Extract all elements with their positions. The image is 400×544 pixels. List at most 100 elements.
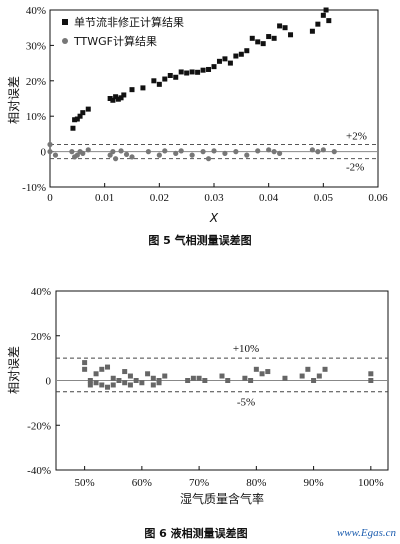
chart1-point-uncorrected bbox=[277, 23, 283, 29]
chart1-y-tick-label: 0 bbox=[41, 147, 47, 159]
chart2-point bbox=[265, 369, 271, 375]
chart2-point bbox=[219, 373, 225, 379]
chart1-point-uncorrected bbox=[195, 69, 201, 75]
chart2-point bbox=[127, 382, 133, 388]
chart2-point bbox=[311, 378, 317, 383]
chart1-point-ttwgf bbox=[205, 156, 212, 162]
chart1-point-uncorrected bbox=[255, 39, 261, 45]
chart2-x-tick-label: 50% bbox=[75, 477, 95, 489]
chart1-point-ttwgf bbox=[69, 149, 75, 155]
chart1-point-uncorrected bbox=[271, 35, 277, 41]
chart1-caption: 图 5 气相测量误差图 bbox=[148, 233, 251, 247]
chart2-tolerance-label: +10% bbox=[233, 343, 259, 355]
chart1-point-ttwgf bbox=[244, 152, 250, 158]
chart1-x-tick-label: 0.05 bbox=[314, 192, 334, 204]
chart2-y-tick-label: -20% bbox=[27, 420, 51, 432]
chart1-point-ttwgf bbox=[233, 149, 239, 155]
chart1-point-uncorrected bbox=[260, 41, 266, 47]
chart1-tolerance-label: +2% bbox=[346, 131, 367, 143]
chart2-x-tick-label: 80% bbox=[246, 477, 266, 489]
chart1-legend-label: TTWGF计算结果 bbox=[73, 34, 157, 48]
chart2-point bbox=[162, 373, 168, 379]
chart1-point-ttwgf bbox=[222, 150, 228, 156]
chart1-legend-label: 单节流非修正计算结果 bbox=[74, 15, 184, 29]
chart1-point-ttwgf bbox=[331, 149, 337, 155]
chart2-point bbox=[82, 366, 88, 372]
chart1-point-uncorrected bbox=[107, 96, 113, 101]
chart2-point bbox=[139, 380, 145, 386]
chart1-point-ttwgf bbox=[162, 148, 168, 154]
chart2-tolerance-label: -5% bbox=[237, 397, 255, 409]
chart2-point bbox=[93, 371, 99, 377]
chart1-point-uncorrected bbox=[156, 81, 162, 87]
chart2-x-axis-title: 湿气质量含气率 bbox=[180, 491, 264, 506]
chart1-point-uncorrected bbox=[222, 56, 228, 62]
chart1-x-tick-label: 0.04 bbox=[259, 192, 279, 204]
chart1-point-uncorrected bbox=[233, 53, 239, 59]
chart1-point-ttwgf bbox=[271, 149, 277, 155]
chart2-point bbox=[368, 378, 374, 383]
chart2-point bbox=[242, 375, 248, 381]
chart2-point bbox=[282, 375, 288, 381]
chart2-point bbox=[122, 369, 128, 375]
chart2-point bbox=[105, 384, 111, 390]
chart1-point-uncorrected bbox=[211, 64, 217, 70]
chart1-point-uncorrected bbox=[72, 117, 78, 123]
chart1-point-ttwgf bbox=[52, 152, 59, 158]
chart2-point bbox=[196, 375, 202, 381]
chart1-x-tick-label: 0.03 bbox=[204, 192, 224, 204]
chart2-point bbox=[150, 382, 156, 388]
chart1-point-ttwgf bbox=[107, 152, 113, 158]
chart1-point-uncorrected bbox=[266, 34, 272, 40]
chart1-y-axis-title: 相对误差 bbox=[7, 76, 21, 124]
chart2-y-tick-label: -40% bbox=[27, 465, 51, 477]
chart1-point-uncorrected bbox=[200, 67, 206, 73]
chart1-point-ttwgf bbox=[277, 150, 283, 156]
chart1-point-ttwgf bbox=[47, 149, 53, 155]
chart1-point-uncorrected bbox=[121, 92, 127, 98]
chart1-point-uncorrected bbox=[309, 28, 315, 34]
chart2-point bbox=[82, 360, 88, 366]
chart2-point bbox=[99, 382, 105, 388]
chart1-point-uncorrected bbox=[326, 18, 332, 24]
chart2-y-tick-label: 40% bbox=[31, 286, 51, 298]
chart1-point-uncorrected bbox=[118, 95, 124, 101]
chart1-point-uncorrected bbox=[315, 21, 321, 27]
chart1-point-uncorrected bbox=[85, 106, 91, 112]
chart2-x-tick-label: 60% bbox=[132, 477, 152, 489]
chart1-point-uncorrected bbox=[74, 116, 80, 122]
chart2-point bbox=[93, 380, 99, 386]
chart2-point bbox=[253, 366, 259, 372]
chart2-point bbox=[368, 371, 374, 377]
chart1-point-uncorrected bbox=[227, 60, 233, 66]
chart1-point-uncorrected bbox=[216, 58, 222, 64]
chart1-x-axis-title: X bbox=[209, 211, 219, 225]
chart1-point-uncorrected bbox=[244, 48, 250, 54]
chart1-y-tick-label: 20% bbox=[26, 76, 46, 88]
chart1-point-ttwgf bbox=[320, 147, 326, 153]
chart1-x-tick-label: 0.02 bbox=[150, 192, 169, 204]
chart2-point bbox=[105, 364, 111, 370]
chart2-x-tick-label: 70% bbox=[189, 477, 209, 489]
chart2-y-axis-title: 相对误差 bbox=[7, 346, 21, 394]
chart2-x-tick-label: 90% bbox=[304, 477, 324, 489]
chart1-tolerance-label: -2% bbox=[346, 162, 364, 174]
chart1-point-ttwgf bbox=[255, 148, 261, 154]
chart1-point-ttwgf bbox=[85, 147, 91, 153]
chart1-point-uncorrected bbox=[178, 69, 184, 75]
chart2-point bbox=[248, 378, 254, 383]
chart1-point-ttwgf bbox=[47, 141, 53, 148]
chart1-point-uncorrected bbox=[77, 113, 83, 119]
watermark: www.Egas.cn bbox=[337, 527, 397, 539]
chart1-point-uncorrected bbox=[282, 25, 288, 31]
chart1-point-uncorrected bbox=[249, 35, 255, 41]
chart1-point-uncorrected bbox=[113, 94, 119, 100]
chart2-point bbox=[145, 371, 151, 377]
chart2-point bbox=[87, 378, 93, 383]
chart1-point-ttwgf bbox=[123, 151, 130, 158]
chart2-point bbox=[122, 380, 128, 386]
chart2-point bbox=[299, 373, 305, 379]
chart2-point bbox=[202, 378, 208, 383]
chart2-caption: 图 6 液相测量误差图 bbox=[144, 526, 247, 540]
